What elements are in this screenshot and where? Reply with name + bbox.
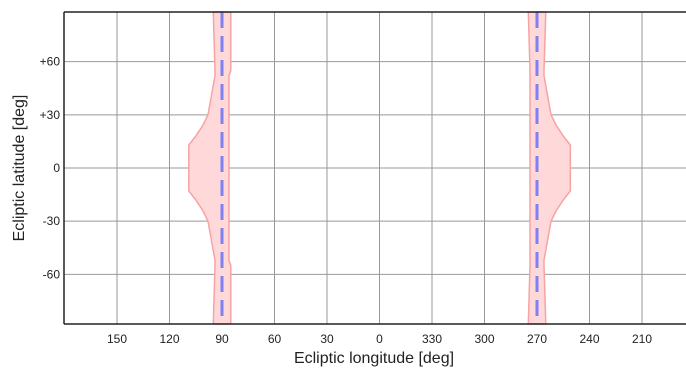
grid <box>64 12 686 324</box>
x-tick-label: 330 <box>422 332 442 346</box>
axes <box>63 11 686 325</box>
x-tick-label: 30 <box>320 332 334 346</box>
x-tick-label: 150 <box>107 332 127 346</box>
tick-labels: 150 120 90 60 30 0 330 300 270 240 210+60+300-30-6… <box>40 55 653 346</box>
y-tick-label: -60 <box>43 267 61 281</box>
x-tick-label: 0 <box>376 332 383 346</box>
y-tick-label: 0 <box>53 161 60 175</box>
x-axis-label: Ecliptic longitude [deg] <box>294 350 454 367</box>
x-tick-label: 120 <box>159 332 179 346</box>
x-tick-label: 90 <box>215 332 229 346</box>
y-tick-label: -30 <box>43 214 61 228</box>
x-tick-label: 210 <box>632 332 652 346</box>
y-axis-label: Ecliptic latitude [deg] <box>11 95 28 242</box>
x-tick-label: 240 <box>579 332 599 346</box>
x-tick-label: 270 <box>527 332 547 346</box>
x-tick-label: 60 <box>268 332 282 346</box>
y-tick-label: +60 <box>40 55 61 69</box>
y-tick-label: +30 <box>40 108 61 122</box>
x-tick-label: 300 <box>474 332 494 346</box>
